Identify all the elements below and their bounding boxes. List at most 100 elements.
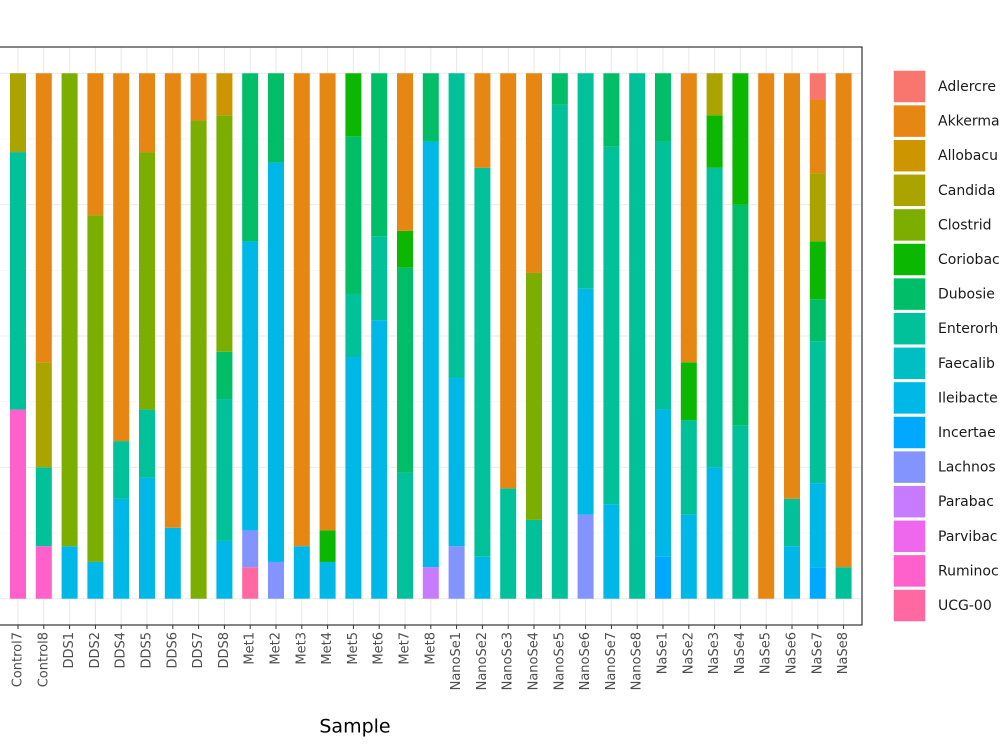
bar-segment bbox=[216, 540, 233, 599]
legend-key bbox=[892, 449, 927, 485]
x-tick-label: NanoSe7 bbox=[604, 632, 619, 690]
bar-segment bbox=[139, 152, 155, 410]
bar-segment bbox=[293, 546, 310, 599]
legend-label: Ruminoc bbox=[938, 563, 999, 579]
bar-segment bbox=[809, 341, 826, 484]
bar-segment bbox=[190, 73, 207, 121]
bar-segment bbox=[345, 357, 362, 599]
bar-segment bbox=[319, 561, 336, 599]
bar-segment bbox=[216, 399, 233, 541]
x-tick-label: Met3 bbox=[294, 632, 309, 665]
bar-segment bbox=[242, 73, 259, 242]
bar-segment bbox=[397, 472, 413, 599]
legend-label: Parabac bbox=[938, 494, 994, 510]
legend-label: Incertae bbox=[938, 425, 996, 441]
bar-segment bbox=[87, 561, 104, 599]
bar-segment bbox=[655, 556, 671, 599]
legend-key bbox=[892, 588, 927, 623]
x-tick-label: Met5 bbox=[346, 632, 361, 665]
legend-label: Dubosie bbox=[938, 287, 995, 303]
bar-segment bbox=[216, 115, 233, 352]
legend-key bbox=[892, 380, 927, 416]
x-tick-label: NaSe8 bbox=[836, 632, 851, 674]
legend-key bbox=[892, 415, 927, 450]
x-tick-label: NanoSe3 bbox=[501, 632, 516, 690]
x-tick-label: NaSe1 bbox=[656, 632, 671, 674]
bar-segment bbox=[655, 141, 671, 410]
bar-segment bbox=[87, 215, 104, 562]
x-tick-label: NanoSe1 bbox=[449, 632, 464, 690]
legend-key bbox=[892, 553, 927, 589]
bar-segment bbox=[706, 73, 723, 116]
bar-segment bbox=[577, 514, 594, 599]
bar-segment bbox=[809, 99, 826, 174]
bar-segment bbox=[784, 73, 800, 499]
bar-segment bbox=[345, 73, 362, 137]
bar-segment bbox=[242, 567, 259, 599]
legend-key bbox=[892, 346, 927, 381]
legend-key bbox=[892, 311, 927, 346]
bar-segment bbox=[242, 530, 259, 568]
bar-segment bbox=[680, 73, 697, 363]
legend-label: Allobacu bbox=[938, 148, 998, 164]
bar-segment bbox=[422, 567, 439, 599]
bar-segment bbox=[87, 73, 104, 216]
bar-segment bbox=[242, 241, 259, 531]
bar-segment bbox=[809, 173, 826, 242]
x-tick-label: NanoSe2 bbox=[475, 632, 490, 690]
bar-segment bbox=[139, 409, 155, 478]
bar-segment bbox=[758, 73, 775, 599]
bar-segment bbox=[422, 73, 439, 142]
bar-segment bbox=[551, 73, 568, 105]
legend-key bbox=[892, 484, 927, 519]
bar-segment bbox=[809, 483, 826, 568]
bar-segment bbox=[139, 477, 155, 599]
bar-segment bbox=[732, 204, 749, 426]
bar-segment bbox=[10, 152, 26, 410]
x-tick-label: NaSe6 bbox=[785, 632, 800, 674]
legend-label: Clostrid bbox=[938, 217, 992, 233]
bar-segment bbox=[448, 73, 465, 379]
bar-segment bbox=[371, 320, 388, 599]
x-tick-label: Control8 bbox=[36, 632, 51, 687]
bar-segment bbox=[474, 556, 491, 599]
x-tick-label: DDS5 bbox=[140, 632, 155, 669]
bar-segment bbox=[113, 498, 130, 599]
bar-segment bbox=[474, 167, 491, 557]
x-tick-label: Met8 bbox=[423, 632, 438, 665]
legend-key bbox=[892, 173, 927, 208]
legend-key bbox=[892, 519, 927, 554]
panel-border bbox=[0, 46, 863, 626]
legend-key bbox=[892, 242, 927, 277]
x-tick-label: Met2 bbox=[269, 632, 284, 665]
legend-key bbox=[892, 138, 927, 173]
bar-segment bbox=[397, 230, 413, 268]
bar-segment bbox=[319, 530, 336, 562]
bar-segment bbox=[448, 546, 465, 599]
bar-segment bbox=[164, 73, 181, 528]
bar-segment bbox=[835, 73, 852, 568]
bar-segment bbox=[809, 567, 826, 599]
bar-segment bbox=[61, 73, 78, 547]
bar-segment bbox=[345, 293, 362, 358]
bar-segment bbox=[809, 241, 826, 300]
bar-segment bbox=[190, 120, 207, 599]
x-tick-label: NaSe5 bbox=[759, 632, 774, 674]
bar-segment bbox=[164, 527, 181, 599]
x-tick-label: Met6 bbox=[372, 632, 387, 665]
bar-segment bbox=[10, 73, 26, 153]
bar-segment bbox=[216, 351, 233, 400]
legend-label: Adlercre bbox=[938, 79, 996, 95]
bar-segment bbox=[603, 146, 620, 505]
x-tick-label: Met4 bbox=[320, 632, 335, 665]
bar-segment bbox=[680, 514, 697, 599]
legend-label: Candida bbox=[938, 183, 995, 199]
bar-segment bbox=[809, 299, 826, 342]
bar-segment bbox=[474, 73, 491, 168]
bar-segment bbox=[655, 409, 671, 557]
bar-segment bbox=[526, 519, 542, 599]
bar-segment bbox=[397, 267, 413, 473]
bar-segment bbox=[448, 378, 465, 547]
x-axis-title: Sample bbox=[319, 716, 390, 738]
bar-segment bbox=[629, 73, 646, 599]
